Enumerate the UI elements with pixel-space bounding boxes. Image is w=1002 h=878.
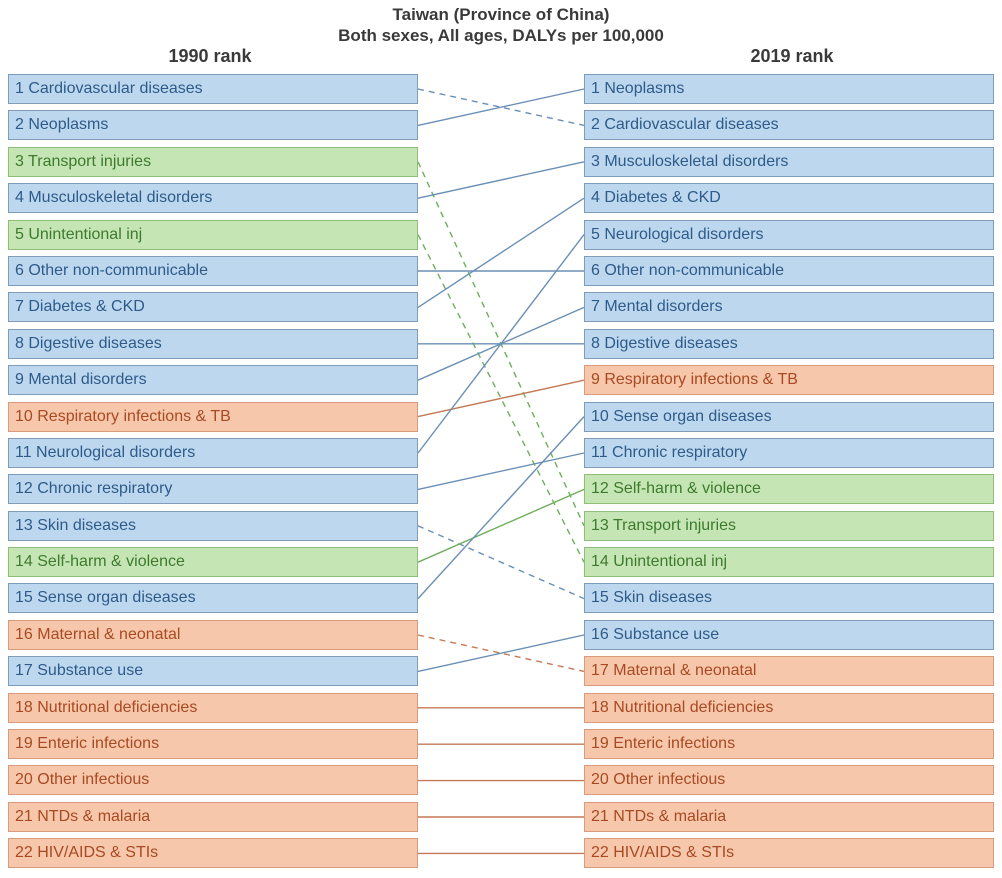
rank-bar-label: 7 Mental disorders (591, 298, 723, 316)
rank-bar: 16 Maternal & neonatal (8, 620, 418, 650)
rank-bar-label: 4 Diabetes & CKD (591, 189, 721, 207)
rank-bar-label: 21 NTDs & malaria (15, 808, 150, 826)
rank-bar-label: 1 Neoplasms (591, 80, 684, 98)
rank-bar-label: 10 Respiratory infections & TB (15, 408, 231, 426)
rank-bar: 17 Maternal & neonatal (584, 656, 994, 686)
rank-bar-label: 10 Sense organ diseases (591, 408, 772, 426)
rank-bar: 7 Mental disorders (584, 292, 994, 322)
rank-bar: 15 Skin diseases (584, 583, 994, 613)
rank-bar-label: 19 Enteric infections (591, 735, 735, 753)
rank-bar-label: 20 Other infectious (591, 771, 725, 789)
rank-bar: 22 HIV/AIDS & STIs (584, 838, 994, 868)
rank-bar: 20 Other infectious (8, 765, 418, 795)
rank-bar-label: 12 Chronic respiratory (15, 480, 172, 498)
rank-bar: 1 Neoplasms (584, 74, 994, 104)
rank-bar: 3 Transport injuries (8, 147, 418, 177)
rank-bar-label: 15 Sense organ diseases (15, 589, 196, 607)
rank-bar-label: 6 Other non-communicable (591, 262, 784, 280)
rank-bar: 18 Nutritional deficiencies (8, 693, 418, 723)
rank-bar: 14 Unintentional inj (584, 547, 994, 577)
rank-bar: 1 Cardiovascular diseases (8, 74, 418, 104)
rank-bar-label: 21 NTDs & malaria (591, 808, 726, 826)
rank-bar-label: 16 Maternal & neonatal (15, 626, 180, 644)
rank-bar-label: 8 Digestive diseases (15, 335, 162, 353)
rank-bar-label: 9 Respiratory infections & TB (591, 371, 798, 389)
title-line-1: Taiwan (Province of China) (0, 4, 1002, 25)
right-column: 1 Neoplasms 2 Cardiovascular diseases 3 Mu… (584, 74, 994, 875)
rank-bar-label: 20 Other infectious (15, 771, 149, 789)
rank-bar: 8 Digestive diseases (8, 329, 418, 359)
rank-bar-label: 13 Skin diseases (15, 517, 136, 535)
rank-bar-label: 18 Nutritional deficiencies (15, 699, 197, 717)
rank-bar: 12 Self-harm & violence (584, 474, 994, 504)
rank-bar-label: 3 Musculoskeletal disorders (591, 153, 788, 171)
rank-bar-label: 17 Substance use (15, 662, 143, 680)
rank-bar-label: 11 Neurological disorders (15, 444, 195, 462)
rank-bar-label: 16 Substance use (591, 626, 719, 644)
rank-bar-label: 22 HIV/AIDS & STIs (15, 844, 158, 862)
rank-bar-label: 2 Neoplasms (15, 116, 108, 134)
rank-bar: 14 Self-harm & violence (8, 547, 418, 577)
rank-bar-label: 5 Neurological disorders (591, 226, 764, 244)
rank-bar: 13 Transport injuries (584, 511, 994, 541)
rank-bar-label: 2 Cardiovascular diseases (591, 116, 779, 134)
rank-bar-label: 19 Enteric infections (15, 735, 159, 753)
rank-bar-label: 7 Diabetes & CKD (15, 298, 145, 316)
rank-bar-label: 11 Chronic respiratory (591, 444, 747, 462)
rank-bar-label: 14 Self-harm & violence (15, 553, 185, 571)
rank-bar: 12 Chronic respiratory (8, 474, 418, 504)
rank-bar-label: 4 Musculoskeletal disorders (15, 189, 212, 207)
rank-bar: 22 HIV/AIDS & STIs (8, 838, 418, 868)
rank-bar: 3 Musculoskeletal disorders (584, 147, 994, 177)
left-column-header: 1990 rank (0, 46, 420, 67)
rank-bar: 10 Sense organ diseases (584, 402, 994, 432)
rank-bar: 6 Other non-communicable (8, 256, 418, 286)
rank-bar: 16 Substance use (584, 620, 994, 650)
rank-bar-label: 8 Digestive diseases (591, 335, 738, 353)
rank-bar: 6 Other non-communicable (584, 256, 994, 286)
right-column-header: 2019 rank (582, 46, 1002, 67)
rank-bar: 20 Other infectious (584, 765, 994, 795)
rank-bar: 5 Unintentional inj (8, 220, 418, 250)
left-column: 1 Cardiovascular diseases 2 Neoplasms 3 Tr… (8, 74, 418, 875)
rank-bar: 19 Enteric infections (584, 729, 994, 759)
rank-bar-label: 12 Self-harm & violence (591, 480, 761, 498)
rank-bar: 2 Cardiovascular diseases (584, 110, 994, 140)
rank-bar: 13 Skin diseases (8, 511, 418, 541)
rank-bar: 9 Mental disorders (8, 365, 418, 395)
rank-bar: 4 Musculoskeletal disorders (8, 183, 418, 213)
rank-bar-label: 18 Nutritional deficiencies (591, 699, 773, 717)
title-line-2: Both sexes, All ages, DALYs per 100,000 (0, 25, 1002, 46)
rank-bar: 8 Digestive diseases (584, 329, 994, 359)
rank-bar: 7 Diabetes & CKD (8, 292, 418, 322)
rank-bar: 4 Diabetes & CKD (584, 183, 994, 213)
rank-bar-label: 5 Unintentional inj (15, 226, 142, 244)
rank-bar: 5 Neurological disorders (584, 220, 994, 250)
rank-columns: 1 Cardiovascular diseases 2 Neoplasms 3 Tr… (8, 74, 994, 870)
rank-bar: 15 Sense organ diseases (8, 583, 418, 613)
rank-bar: 11 Neurological disorders (8, 438, 418, 468)
chart-title: Taiwan (Province of China) Both sexes, A… (0, 0, 1002, 47)
rank-bar: 19 Enteric infections (8, 729, 418, 759)
rank-bar: 21 NTDs & malaria (584, 802, 994, 832)
rank-bar: 9 Respiratory infections & TB (584, 365, 994, 395)
rank-bar-label: 13 Transport injuries (591, 517, 736, 535)
rank-bar: 17 Substance use (8, 656, 418, 686)
rank-bar: 18 Nutritional deficiencies (584, 693, 994, 723)
rank-bar-label: 3 Transport injuries (15, 153, 151, 171)
rank-bar: 2 Neoplasms (8, 110, 418, 140)
rank-bar-label: 9 Mental disorders (15, 371, 147, 389)
rank-bar-label: 22 HIV/AIDS & STIs (591, 844, 734, 862)
rank-bar-label: 14 Unintentional inj (591, 553, 727, 571)
rank-bar-label: 17 Maternal & neonatal (591, 662, 756, 680)
rank-bar-label: 15 Skin diseases (591, 589, 712, 607)
rank-bar: 10 Respiratory infections & TB (8, 402, 418, 432)
rank-bar: 21 NTDs & malaria (8, 802, 418, 832)
rank-bar: 11 Chronic respiratory (584, 438, 994, 468)
rank-bar-label: 6 Other non-communicable (15, 262, 208, 280)
rank-bar-label: 1 Cardiovascular diseases (15, 80, 203, 98)
